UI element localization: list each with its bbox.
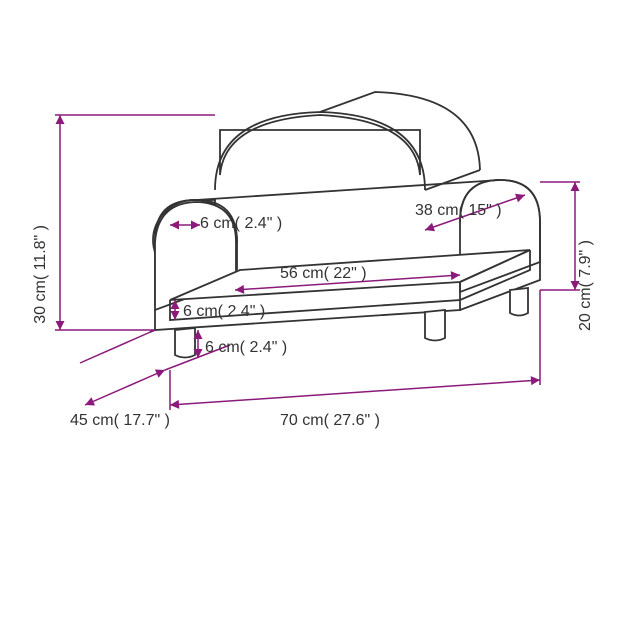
label-cushion-thickness: 6 cm( 2.4" ) [183, 303, 265, 320]
label-arm-thickness: 6 cm( 2.4" ) [200, 215, 282, 232]
label-depth: 45 cm( 17.7" ) [70, 412, 170, 429]
label-total-width: 70 cm( 27.6" ) [280, 412, 380, 429]
label-seat-depth: 38 cm( 15" ) [415, 202, 502, 219]
label-seat-width: 56 cm( 22" ) [280, 265, 367, 282]
label-total-height: 30 cm( 11.8" ) [32, 225, 49, 324]
sofa-dimension-diagram: 30 cm( 11.8" ) 45 cm( 17.7" ) 70 cm( 27.… [0, 0, 620, 620]
label-arm-height: 20 cm( 7.9" ) [577, 240, 594, 331]
label-leg-height: 6 cm( 2.4" ) [205, 339, 287, 356]
